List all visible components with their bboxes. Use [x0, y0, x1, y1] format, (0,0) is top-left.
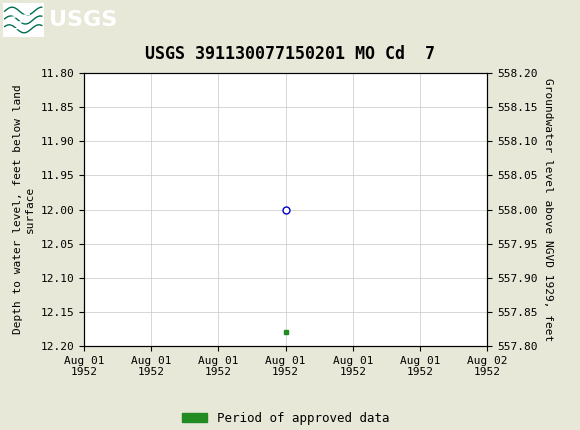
Legend: Period of approved data: Period of approved data	[177, 407, 394, 430]
Y-axis label: Groundwater level above NGVD 1929, feet: Groundwater level above NGVD 1929, feet	[543, 78, 553, 341]
FancyBboxPatch shape	[3, 3, 43, 37]
Text: USGS: USGS	[49, 10, 118, 30]
Y-axis label: Depth to water level, feet below land
surface: Depth to water level, feet below land su…	[13, 85, 35, 335]
Text: USGS 391130077150201 MO Cd  7: USGS 391130077150201 MO Cd 7	[145, 45, 435, 63]
